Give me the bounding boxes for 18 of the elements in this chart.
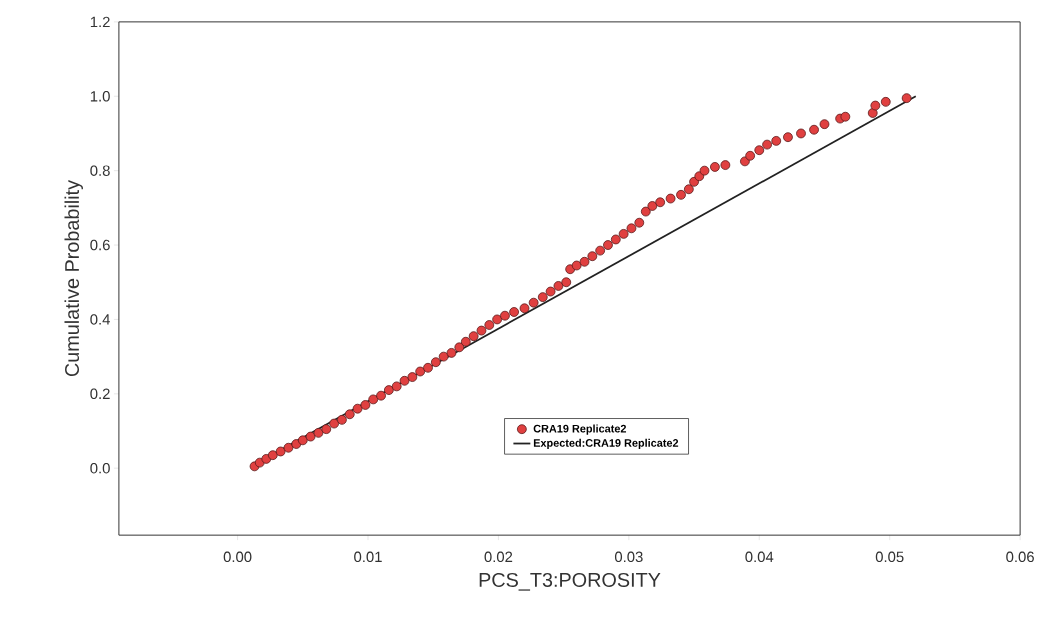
x-tick-label: 0.00 — [223, 551, 252, 563]
x-tick-label: 0.05 — [875, 551, 904, 563]
y-tick-label: 0.2 — [90, 388, 110, 400]
x-tick-label: 0.02 — [484, 551, 513, 563]
x-tick-label: 0.06 — [1006, 551, 1034, 563]
x-tick-label: 0.01 — [354, 551, 382, 563]
y-tick-label: 1.0 — [90, 91, 110, 102]
y-tick-label: 0.4 — [90, 314, 110, 325]
y-tick-label: 0.6 — [90, 239, 110, 251]
y-tick-label: 0.8 — [90, 165, 110, 177]
x-axis-title: PCS_T3:POROSITY — [479, 573, 661, 591]
legend-label: CRA19 Replicate2 — [533, 424, 627, 435]
x-tick-label: 0.04 — [745, 551, 774, 563]
x-tick-label: 0.03 — [614, 551, 643, 563]
y-axis-title: Cumulative Probability — [64, 180, 83, 377]
y-tick-label: 1.2 — [90, 16, 110, 28]
legend-label: Expected:CRA19 Replicate2 — [533, 439, 679, 450]
y-tick-label: 0.0 — [90, 463, 110, 474]
